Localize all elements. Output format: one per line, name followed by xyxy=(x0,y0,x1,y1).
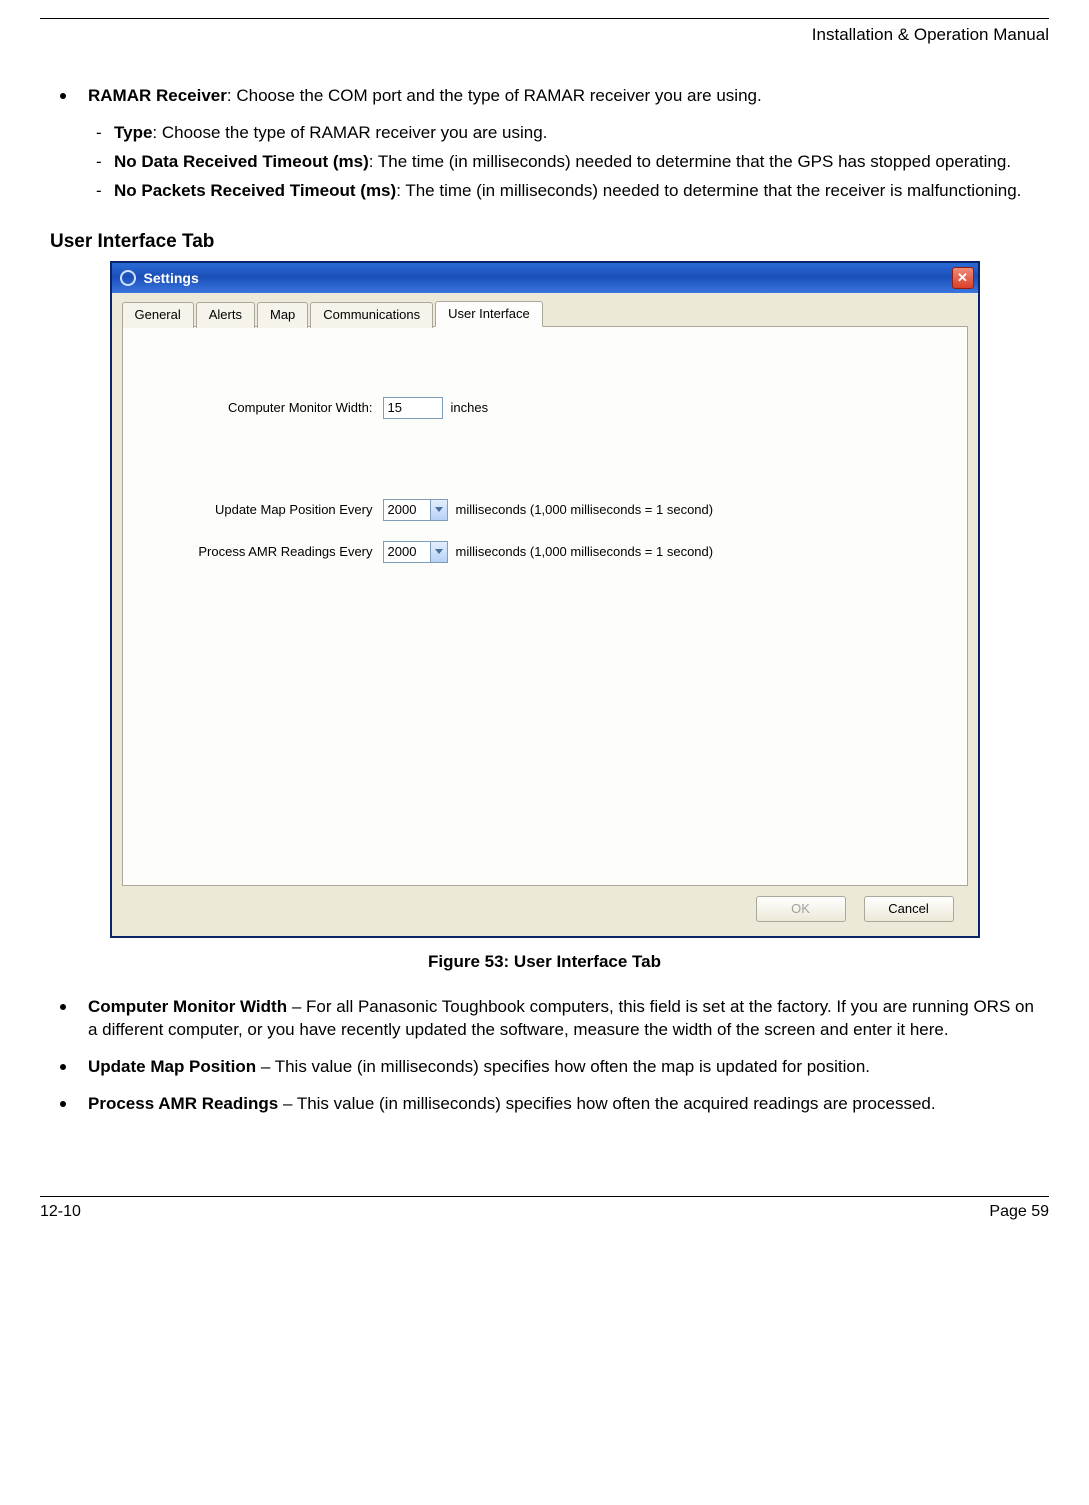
cancel-button[interactable]: Cancel xyxy=(864,896,954,922)
um-label: Update Map Position xyxy=(88,1057,256,1076)
sub-text: Type: Choose the type of RAMAR receiver … xyxy=(114,122,547,145)
process-amr-combo[interactable] xyxy=(383,541,448,563)
bullet-ramar: RAMAR Receiver: Choose the COM port and … xyxy=(50,85,1039,108)
tab-strip: General Alerts Map Communications User I… xyxy=(122,301,968,327)
update-map-label: Update Map Position Every xyxy=(153,502,383,517)
page-footer: 12-10 Page 59 xyxy=(40,1196,1049,1221)
bullet-process-amr: Process AMR Readings – This value (in mi… xyxy=(50,1093,1039,1116)
close-button[interactable]: ✕ xyxy=(952,267,974,289)
bullet-icon xyxy=(60,1004,66,1010)
figure-caption: Figure 53: User Interface Tab xyxy=(50,952,1039,972)
update-map-input[interactable] xyxy=(384,500,430,520)
titlebar-left: Settings xyxy=(120,270,199,286)
bullet-text: Process AMR Readings – This value (in mi… xyxy=(88,1093,936,1116)
tab-communications[interactable]: Communications xyxy=(310,302,433,328)
sub-nodata: - No Data Received Timeout (ms): The tim… xyxy=(96,151,1039,174)
dialog-button-row: OK Cancel xyxy=(122,886,968,926)
sub-label: No Data Received Timeout (ms) xyxy=(114,152,369,171)
sub-text: No Packets Received Timeout (ms): The ti… xyxy=(114,180,1021,203)
sub-desc: : The time (in milliseconds) needed to d… xyxy=(369,152,1011,171)
dash-icon: - xyxy=(96,151,114,174)
bullet-computer-monitor: Computer Monitor Width – For all Panason… xyxy=(50,996,1039,1042)
dialog-title: Settings xyxy=(144,270,199,286)
monitor-width-label: Computer Monitor Width: xyxy=(153,400,383,415)
section-ui-tab: User Interface Tab xyxy=(50,231,1039,253)
dash-icon: - xyxy=(96,122,114,145)
dialog-body: General Alerts Map Communications User I… xyxy=(112,293,978,936)
dash-icon: - xyxy=(96,180,114,203)
header-title: Installation & Operation Manual xyxy=(812,25,1049,44)
monitor-width-unit: inches xyxy=(451,400,489,415)
tab-panel-ui: Computer Monitor Width: inches Update Ma… xyxy=(122,326,968,886)
cm-label: Computer Monitor Width xyxy=(88,997,287,1016)
close-icon: ✕ xyxy=(957,270,968,286)
bullet-text: Update Map Position – This value (in mil… xyxy=(88,1056,870,1079)
chevron-down-icon[interactable] xyxy=(430,500,447,520)
sub-text: No Data Received Timeout (ms): The time … xyxy=(114,151,1011,174)
app-icon xyxy=(120,270,136,286)
settings-dialog: Settings ✕ General Alerts Map Communicat… xyxy=(110,261,980,938)
um-text: – This value (in milliseconds) specifies… xyxy=(256,1057,870,1076)
pa-label: Process AMR Readings xyxy=(88,1094,278,1113)
row-monitor-width: Computer Monitor Width: inches xyxy=(153,397,937,419)
page-header: Installation & Operation Manual xyxy=(40,18,1049,45)
sub-label: Type xyxy=(114,123,152,142)
sub-desc: : Choose the type of RAMAR receiver you … xyxy=(152,123,547,142)
update-map-combo[interactable] xyxy=(383,499,448,521)
sub-desc: : The time (in milliseconds) needed to d… xyxy=(396,181,1021,200)
bullet-text: Computer Monitor Width – For all Panason… xyxy=(88,996,1039,1042)
pa-text: – This value (in milliseconds) specifies… xyxy=(278,1094,935,1113)
ramar-label: RAMAR Receiver xyxy=(88,86,227,105)
tab-user-interface[interactable]: User Interface xyxy=(435,301,543,327)
bullet-icon xyxy=(60,1101,66,1107)
sub-label: No Packets Received Timeout (ms) xyxy=(114,181,396,200)
tab-alerts[interactable]: Alerts xyxy=(196,302,255,328)
process-amr-label: Process AMR Readings Every xyxy=(153,544,383,559)
bullet-text: RAMAR Receiver: Choose the COM port and … xyxy=(88,85,762,108)
dialog-titlebar: Settings ✕ xyxy=(112,263,978,293)
process-amr-input[interactable] xyxy=(384,542,430,562)
footer-right: Page 59 xyxy=(989,1203,1049,1221)
tab-map[interactable]: Map xyxy=(257,302,308,328)
bullet-icon xyxy=(60,1064,66,1070)
update-map-unit: milliseconds (1,000 milliseconds = 1 sec… xyxy=(456,502,714,517)
bullet-icon xyxy=(60,93,66,99)
sub-type: - Type: Choose the type of RAMAR receive… xyxy=(96,122,1039,145)
chevron-down-icon[interactable] xyxy=(430,542,447,562)
ramar-text: : Choose the COM port and the type of RA… xyxy=(227,86,762,105)
sub-nopackets: - No Packets Received Timeout (ms): The … xyxy=(96,180,1039,203)
footer-left: 12-10 xyxy=(40,1203,81,1221)
process-amr-unit: milliseconds (1,000 milliseconds = 1 sec… xyxy=(456,544,714,559)
tab-general[interactable]: General xyxy=(122,302,194,328)
monitor-width-input[interactable] xyxy=(383,397,443,419)
row-update-map: Update Map Position Every milliseconds (… xyxy=(153,499,937,521)
bullet-update-map: Update Map Position – This value (in mil… xyxy=(50,1056,1039,1079)
ok-button[interactable]: OK xyxy=(756,896,846,922)
row-process-amr: Process AMR Readings Every milliseconds … xyxy=(153,541,937,563)
